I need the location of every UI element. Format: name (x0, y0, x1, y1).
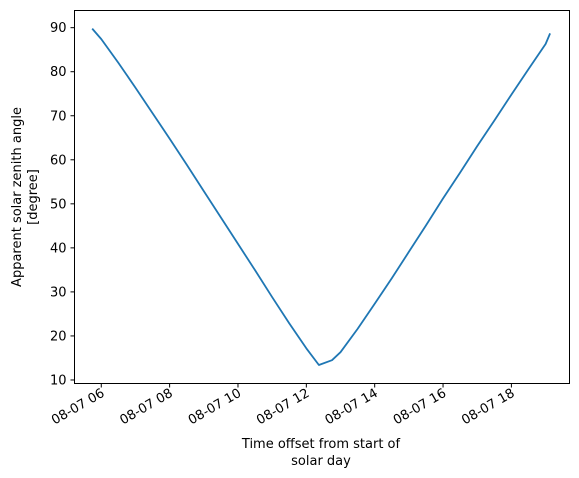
x-tick-label: 08-07 16 (391, 386, 449, 428)
x-axis-ticks: 08-07 06 08-07 08 08-07 10 08-07 12 08-07 14… (49, 383, 517, 428)
y-axis-label-line2: [degree] (26, 169, 41, 225)
y-axis-ticks: 10 20 30 40 50 60 70 80 90 (50, 21, 75, 388)
x-tick-label: 08-07 08 (117, 386, 175, 428)
plot-area (91, 28, 551, 366)
series-line-0 (91, 28, 551, 366)
axes-frame (74, 10, 570, 384)
x-tick-label: 08-07 18 (459, 386, 517, 428)
y-tick-label: 60 (50, 153, 67, 168)
x-axis-label-line1: Time offset from start of (241, 437, 401, 452)
x-tick-label: 08-07 12 (254, 386, 312, 428)
y-axis-label-line1: Apparent solar zenith angle (10, 107, 25, 287)
x-axis-label-line2: solar day (291, 454, 351, 469)
y-tick-label: 80 (50, 65, 67, 80)
x-tick-label: 08-07 10 (186, 386, 244, 428)
y-tick-label: 90 (50, 21, 67, 36)
y-tick-label: 50 (50, 197, 67, 212)
x-tick-label: 08-07 14 (323, 386, 381, 428)
y-tick-label: 10 (50, 373, 67, 388)
y-tick-label: 20 (50, 329, 67, 344)
x-tick-label: 08-07 06 (49, 386, 107, 428)
y-tick-label: 40 (50, 241, 67, 256)
y-tick-label: 70 (50, 109, 67, 124)
y-tick-label: 30 (50, 285, 67, 300)
